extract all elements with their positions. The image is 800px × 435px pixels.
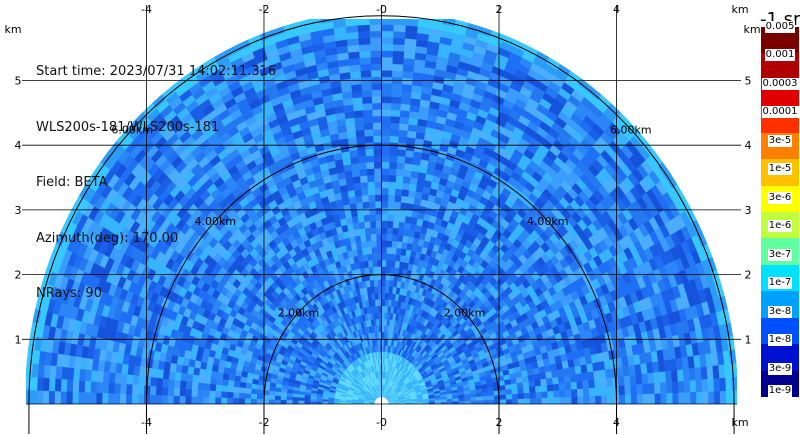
y-tick-label-right: 3 bbox=[745, 204, 752, 217]
x-tick-label-top: 2 bbox=[496, 3, 503, 16]
nrays-text: NRays: 90 bbox=[36, 286, 102, 301]
axis-labels: -4 -4 -2 -2 -0 -0 2 2 4 4 1 1 2 2 3 3 4 4 5 5 km km km km bbox=[4, 3, 760, 429]
range-ring-label: 2.00km bbox=[444, 306, 486, 319]
y-tick-label-right: 4 bbox=[745, 139, 752, 152]
scan-image bbox=[26, 19, 737, 404]
colorbar: 0.005 0.001 0.0003 0.0001 3e-5 1e-5 3e-6 1e-6 3e… bbox=[761, 21, 799, 398]
azimuth-text: Azimuth(deg): 170.00 bbox=[36, 230, 179, 246]
x-tick-label-top: -2 bbox=[258, 3, 269, 16]
colorbar-label: 3e-8 bbox=[767, 305, 793, 318]
range-ring-label: 4.00km bbox=[527, 215, 569, 228]
range-ring bbox=[145, 144, 618, 405]
colorbar-label: 1e-9 bbox=[767, 385, 793, 397]
range-ring bbox=[28, 15, 735, 405]
y-tick-label-right: 2 bbox=[745, 269, 752, 282]
x-tick-label-bottom: -0 bbox=[376, 416, 387, 429]
km-unit-label: km bbox=[731, 416, 748, 429]
x-tick-label-top: 4 bbox=[613, 3, 620, 16]
colorbar-label: 1e-8 bbox=[767, 334, 793, 347]
x-tick-label-bottom: 4 bbox=[613, 416, 620, 429]
colorbar-label: 3e-5 bbox=[767, 134, 793, 147]
colorbar-label: 1e-7 bbox=[767, 277, 793, 290]
km-unit-label: km bbox=[4, 23, 21, 36]
y-tick-label-left: 5 bbox=[15, 74, 22, 87]
range-ring-label: 4.00km bbox=[195, 215, 237, 228]
y-tick-label-left: 4 bbox=[15, 139, 22, 152]
x-tick-label-top: -4 bbox=[141, 3, 152, 16]
colorbar-label: 0.0001 bbox=[761, 106, 799, 119]
x-tick-label-bottom: -2 bbox=[258, 416, 269, 429]
colorbar-label: 1e-5 bbox=[767, 163, 793, 176]
x-tick-label-bottom: -4 bbox=[141, 416, 152, 429]
y-tick-label-right: 5 bbox=[745, 74, 752, 87]
km-unit-label: km bbox=[743, 23, 760, 36]
instrument-text: WLS200s-181/WLS200s-181 bbox=[36, 119, 220, 135]
colorbar-label: 0.005 bbox=[764, 21, 796, 33]
start-time-text: Start time: 2023/07/31 14:02:11.316 bbox=[36, 64, 277, 79]
colorbar-label: 3e-9 bbox=[767, 362, 793, 375]
y-tick-label-left: 2 bbox=[15, 269, 22, 282]
range-ring-label: 6.00km bbox=[111, 123, 153, 136]
range-ring bbox=[263, 274, 500, 405]
x-tick-label-bottom: 2 bbox=[496, 416, 503, 429]
scan-info: Start time: 2023/07/31 14:02:11.316 WLS2… bbox=[36, 26, 276, 322]
colorbar-label: 1e-6 bbox=[767, 220, 793, 233]
field-text: Field: BETA bbox=[36, 175, 108, 190]
colorbar-label: 3e-6 bbox=[767, 191, 793, 204]
range-ring-label: 2.00km bbox=[278, 306, 320, 319]
x-tick-label-top: -0 bbox=[376, 3, 387, 16]
range-rings: 2.00km 2.00km 4.00km 4.00km 6.00km 6.00km bbox=[28, 15, 735, 434]
y-tick-label-left: 1 bbox=[15, 333, 22, 346]
colorbar-label: 0.0003 bbox=[761, 77, 799, 90]
y-tick-label-right: 1 bbox=[745, 333, 752, 346]
km-unit-label: km bbox=[731, 3, 748, 16]
colorbar-label: 3e-7 bbox=[767, 248, 793, 261]
range-ring-label: 6.00km bbox=[610, 123, 652, 136]
y-tick-label-left: 3 bbox=[15, 204, 22, 217]
colorbar-label: 0.001 bbox=[764, 49, 796, 62]
